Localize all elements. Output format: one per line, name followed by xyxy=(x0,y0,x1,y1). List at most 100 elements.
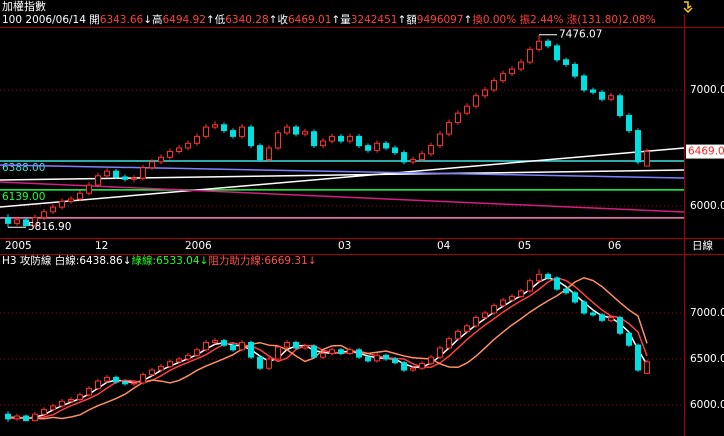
candle-body xyxy=(644,151,650,167)
candle-body xyxy=(356,349,362,358)
candle-body xyxy=(428,356,434,365)
candle-body xyxy=(77,394,83,400)
candle-body xyxy=(464,325,470,332)
candle-body xyxy=(446,121,452,135)
candle-body xyxy=(320,140,326,147)
candle-body xyxy=(77,192,83,200)
candle-body xyxy=(329,135,335,142)
price-marker-box xyxy=(686,144,724,159)
candle-body xyxy=(572,292,578,303)
quote-label: 低 xyxy=(214,14,226,26)
candle-body xyxy=(185,142,191,149)
candle-body xyxy=(248,341,254,358)
code: 100 xyxy=(2,14,23,26)
y-tick-label: 6000.0 xyxy=(690,200,724,212)
candle-body xyxy=(320,352,326,358)
legend-value: 6438.86 xyxy=(79,255,123,267)
candle-body xyxy=(626,332,632,346)
candle-body xyxy=(536,40,542,50)
window-title: 加權指數 xyxy=(2,0,46,13)
candle-body xyxy=(365,145,371,151)
candle-body xyxy=(149,369,155,376)
candle-body xyxy=(338,349,344,354)
trend-line xyxy=(0,164,685,179)
quote-arrow: ↑ xyxy=(397,14,407,26)
x-tick-label: 06 xyxy=(608,240,622,252)
candle-body xyxy=(230,344,236,351)
candle-body xyxy=(419,153,425,161)
candle-body xyxy=(626,114,632,132)
pin-icon[interactable] xyxy=(683,1,693,14)
candle-body xyxy=(104,376,110,382)
candle-body xyxy=(257,145,263,161)
candle-body xyxy=(5,413,11,420)
candle-body xyxy=(563,288,569,294)
candle-body xyxy=(203,126,209,137)
candle-body xyxy=(5,217,11,224)
candle-body xyxy=(86,184,92,194)
candle-body xyxy=(266,358,272,369)
legend-name: 綠線 xyxy=(131,255,153,267)
candle-body xyxy=(356,135,362,147)
candle-body xyxy=(410,159,416,163)
candle-body xyxy=(392,358,398,364)
y-tick-label: 7000.0 xyxy=(690,307,724,319)
period-label: 日線 xyxy=(692,239,713,252)
candle-body xyxy=(293,126,299,135)
candle-body xyxy=(554,45,560,61)
candle-body xyxy=(95,380,101,389)
candle-body xyxy=(617,317,623,334)
candle-body xyxy=(590,312,596,316)
candle-body xyxy=(140,374,146,384)
candle-body xyxy=(617,95,623,116)
candle-body xyxy=(194,135,200,144)
candle-body xyxy=(473,317,479,327)
candle-body xyxy=(68,198,74,202)
quote-arrow: ↑ xyxy=(205,14,215,26)
candle-body xyxy=(113,170,119,178)
candle-body xyxy=(203,341,209,351)
candle-body xyxy=(104,170,110,177)
quote-value: (131.80) xyxy=(577,14,623,26)
candle-body xyxy=(383,142,389,149)
candle-body xyxy=(131,177,137,180)
quote-arrow: ↑ xyxy=(331,14,341,26)
legend-trend: ↓ xyxy=(307,255,317,267)
candle-body xyxy=(302,131,308,135)
candle-body xyxy=(86,387,92,396)
quote-label: 高 xyxy=(152,14,163,26)
legend-trend: ↓ xyxy=(199,255,209,267)
candle-body xyxy=(482,312,488,319)
candle-body xyxy=(59,200,65,208)
quote-arrow: ↑ xyxy=(268,14,278,26)
candle-body xyxy=(401,362,407,371)
indicator-line xyxy=(7,276,648,420)
candle-body xyxy=(149,161,155,169)
candle-body xyxy=(167,361,173,367)
quote-value: 6340.28 xyxy=(225,14,269,26)
indicator-header: H3 攻防線 白線:6438.86↓綠線:6533.04↓阻力助力線:6669.… xyxy=(2,254,317,268)
quote-label: 開 xyxy=(89,14,100,26)
quote-header: 100 2006/06/14 開6343.66↓高6494.92↑低6340.2… xyxy=(2,13,656,27)
candle-body xyxy=(257,356,263,369)
quote-label: 額 xyxy=(406,14,417,26)
candle-body xyxy=(311,131,317,147)
candle-body xyxy=(491,305,497,314)
candle-body xyxy=(374,142,380,151)
candle-body xyxy=(248,126,254,147)
candle-body xyxy=(284,126,290,134)
candle-body xyxy=(32,217,38,227)
candle-body xyxy=(194,349,200,356)
candle-body xyxy=(14,219,20,224)
candle-body xyxy=(365,356,371,362)
candle-body xyxy=(41,409,47,415)
candle-body xyxy=(473,95,479,107)
quote-value: 0.00% xyxy=(482,14,517,26)
x-tick-label: 2006 xyxy=(185,240,212,252)
quote-label: 漲 xyxy=(566,14,578,26)
candle-body xyxy=(581,75,587,91)
candle-body xyxy=(23,219,29,227)
candle-body xyxy=(410,367,416,371)
candle-body xyxy=(347,135,353,142)
